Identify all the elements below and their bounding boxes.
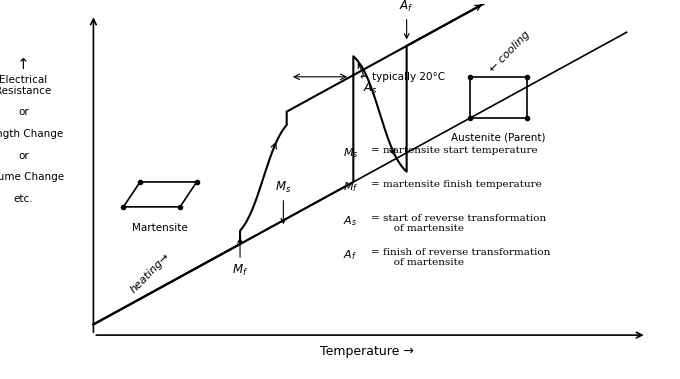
Text: = start of reverse transformation
       of martensite: = start of reverse transformation of mar… [371, 214, 547, 233]
Text: $A_s$: $A_s$ [343, 214, 358, 228]
Text: $M_f$: $M_f$ [343, 180, 358, 194]
Text: heating→: heating→ [129, 251, 172, 295]
Text: Electrical
Resistance

or

Length Change

or

Volume Change

etc.: Electrical Resistance or Length Change o… [0, 75, 65, 204]
Text: = martensite start temperature: = martensite start temperature [371, 146, 538, 155]
Text: Austenite (Parent): Austenite (Parent) [451, 132, 545, 142]
Text: $M_s$: $M_s$ [275, 180, 292, 223]
Text: $A_f$: $A_f$ [399, 0, 414, 38]
Text: Temperature →: Temperature → [320, 345, 413, 358]
Text: = finish of reverse transformation
       of martensite: = finish of reverse transformation of ma… [371, 248, 551, 267]
Text: Martensite: Martensite [132, 223, 188, 233]
Text: ← typically 20°C: ← typically 20°C [360, 72, 445, 82]
Text: ← cooling: ← cooling [488, 30, 532, 74]
Text: $M_s$: $M_s$ [343, 146, 359, 160]
Text: $A_f$: $A_f$ [343, 248, 357, 262]
Text: = martensite finish temperature: = martensite finish temperature [371, 180, 542, 189]
Text: ↑: ↑ [17, 57, 30, 72]
Text: $M_f$: $M_f$ [232, 238, 248, 278]
Text: $A_s$: $A_s$ [358, 63, 377, 96]
